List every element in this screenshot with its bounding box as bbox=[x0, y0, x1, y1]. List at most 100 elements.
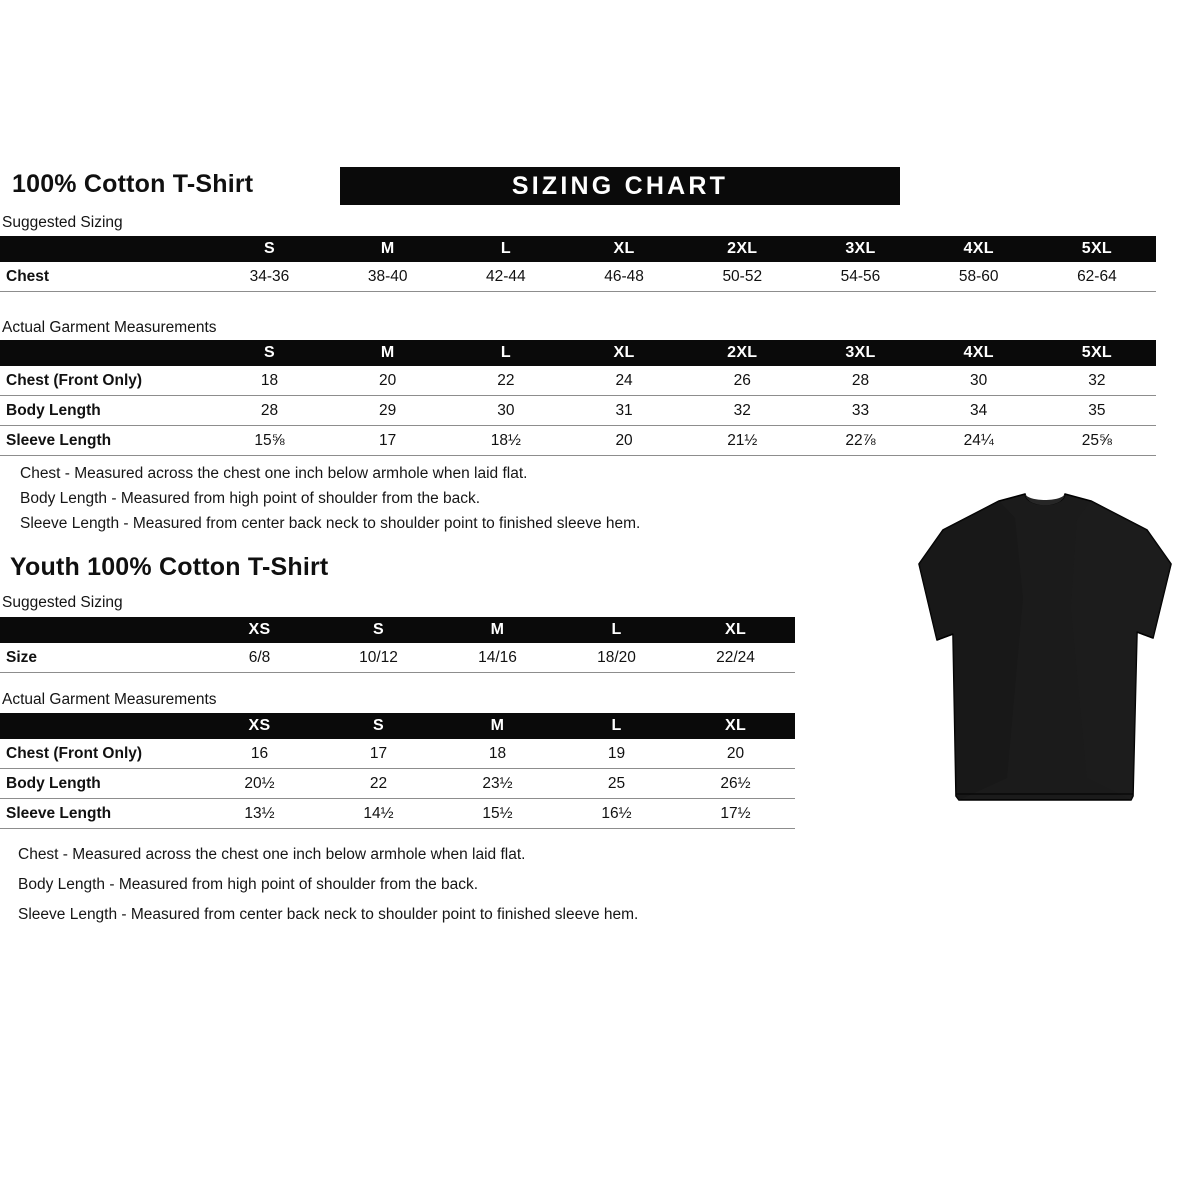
table-row: Chest (Front Only) 16 17 18 19 20 bbox=[0, 739, 795, 769]
youth-suggested-sizing-table: XS S M L XL Size 6/8 10/12 14/16 18/20 2… bbox=[0, 617, 795, 673]
cell-size-xs: 6/8 bbox=[200, 643, 319, 673]
cell-sleevelength-xs: 13½ bbox=[200, 798, 319, 829]
column-header-blank bbox=[0, 617, 200, 643]
column-header-5xl: 5XL bbox=[1037, 236, 1156, 262]
cell-chestfront-m: 18 bbox=[438, 739, 557, 769]
column-header-4xl: 4XL bbox=[919, 340, 1038, 366]
cell-chestfront-xs: 16 bbox=[200, 739, 319, 769]
column-header-s: S bbox=[319, 617, 438, 643]
table-row: Chest 34-36 38-40 42-44 46-48 50-52 54-5… bbox=[0, 262, 1156, 292]
column-header-l: L bbox=[446, 340, 565, 366]
cell-sleevelength-xl: 17½ bbox=[676, 798, 795, 829]
tshirt-left-sleeve-hem bbox=[936, 633, 954, 641]
cell-size-s: 10/12 bbox=[319, 643, 438, 673]
cell-chest-m: 38-40 bbox=[328, 262, 447, 292]
column-header-blank bbox=[0, 713, 200, 739]
cell-chest-5xl: 62-64 bbox=[1037, 262, 1156, 292]
cell-chest-3xl: 54-56 bbox=[801, 262, 920, 292]
cell-bodylength-xl: 26½ bbox=[676, 768, 795, 799]
cell-chestfront-3xl: 28 bbox=[801, 366, 920, 396]
table-row: Body Length 28 29 30 31 32 33 34 35 bbox=[0, 395, 1156, 426]
column-header-2xl: 2XL bbox=[683, 340, 802, 366]
column-header-m: M bbox=[438, 617, 557, 643]
adult-section-title: 100% Cotton T-Shirt bbox=[12, 170, 254, 198]
sizing-chart-banner-label: SIZING CHART bbox=[511, 171, 729, 200]
adult-suggested-sizing-label: Suggested Sizing bbox=[2, 214, 123, 231]
cell-bodylength-s: 28 bbox=[210, 395, 329, 426]
cell-chestfront-5xl: 32 bbox=[1037, 366, 1156, 396]
table-header-row: S M L XL 2XL 3XL 4XL 5XL bbox=[0, 236, 1156, 262]
column-header-m: M bbox=[328, 236, 447, 262]
cell-chest-l: 42-44 bbox=[446, 262, 565, 292]
cell-chestfront-m: 20 bbox=[328, 366, 447, 396]
row-label-chest-front-only: Chest (Front Only) bbox=[0, 366, 211, 396]
column-header-s: S bbox=[210, 340, 329, 366]
tshirt-right-sleeve-hem bbox=[1136, 631, 1154, 639]
column-header-3xl: 3XL bbox=[801, 236, 920, 262]
row-label-body-length: Body Length bbox=[0, 395, 211, 426]
cell-bodylength-l: 30 bbox=[446, 395, 565, 426]
adult-actual-measurements-table: S M L XL 2XL 3XL 4XL 5XL Chest (Front On… bbox=[0, 340, 1156, 456]
adult-actual-measurements-table-wrap: S M L XL 2XL 3XL 4XL 5XL Chest (Front On… bbox=[0, 340, 1156, 456]
cell-bodylength-m: 29 bbox=[328, 395, 447, 426]
youth-section-title: Youth 100% Cotton T-Shirt bbox=[10, 553, 329, 581]
table-header-row: XS S M L XL bbox=[0, 617, 795, 643]
cell-chestfront-s: 18 bbox=[210, 366, 329, 396]
tshirt-product-image bbox=[895, 478, 1195, 813]
cell-sleevelength-l: 16½ bbox=[557, 798, 676, 829]
column-header-m: M bbox=[328, 340, 447, 366]
cell-chestfront-s: 17 bbox=[319, 739, 438, 769]
youth-suggested-sizing-label: Suggested Sizing bbox=[2, 594, 123, 611]
row-label-sleeve-length: Sleeve Length bbox=[0, 425, 211, 456]
column-header-l: L bbox=[446, 236, 565, 262]
column-header-blank bbox=[0, 236, 211, 262]
table-row: Body Length 20½ 22 23½ 25 26½ bbox=[0, 768, 795, 799]
row-label-chest-front-only: Chest (Front Only) bbox=[0, 739, 200, 769]
column-header-m: M bbox=[438, 713, 557, 739]
cell-chestfront-l: 19 bbox=[557, 739, 676, 769]
cell-chestfront-xl: 20 bbox=[676, 739, 795, 769]
youth-actual-measurements-label: Actual Garment Measurements bbox=[2, 691, 217, 708]
table-header-row: XS S M L XL bbox=[0, 713, 795, 739]
table-header-row: S M L XL 2XL 3XL 4XL 5XL bbox=[0, 340, 1156, 366]
row-label-body-length: Body Length bbox=[0, 768, 200, 799]
table-row: Chest (Front Only) 18 20 22 24 26 28 30 … bbox=[0, 366, 1156, 396]
cell-sleevelength-m: 15½ bbox=[438, 798, 557, 829]
table-row: Size 6/8 10/12 14/16 18/20 22/24 bbox=[0, 643, 795, 673]
adult-suggested-sizing-table: S M L XL 2XL 3XL 4XL 5XL Chest 34-36 38-… bbox=[0, 236, 1156, 292]
column-header-xs: XS bbox=[200, 713, 319, 739]
youth-actual-measurements-table-wrap: XS S M L XL Chest (Front Only) 16 17 18 … bbox=[0, 713, 795, 829]
cell-bodylength-4xl: 34 bbox=[919, 395, 1038, 426]
youth-suggested-sizing-table-wrap: XS S M L XL Size 6/8 10/12 14/16 18/20 2… bbox=[0, 617, 795, 673]
tshirt-collar bbox=[1025, 494, 1065, 506]
cell-bodylength-xs: 20½ bbox=[200, 768, 319, 799]
column-header-l: L bbox=[557, 617, 676, 643]
tshirt-shadow-right bbox=[1071, 501, 1171, 800]
table-row: Sleeve Length 13½ 14½ 15½ 16½ 17½ bbox=[0, 798, 795, 829]
column-header-3xl: 3XL bbox=[801, 340, 920, 366]
column-header-l: L bbox=[557, 713, 676, 739]
cell-chestfront-xl: 24 bbox=[564, 366, 684, 396]
tshirt-front-icon bbox=[918, 493, 1172, 801]
cell-chest-s: 34-36 bbox=[210, 262, 329, 292]
youth-note-chest: Chest - Measured across the chest one in… bbox=[18, 846, 526, 863]
youth-note-sleeve-length: Sleeve Length - Measured from center bac… bbox=[18, 906, 639, 923]
cell-chestfront-2xl: 26 bbox=[683, 366, 802, 396]
cell-sleevelength-2xl: 21½ bbox=[683, 425, 802, 456]
column-header-2xl: 2XL bbox=[683, 236, 802, 262]
table-row: Sleeve Length 15⅝ 17 18½ 20 21½ 22⅞ 24¼ … bbox=[0, 425, 1156, 456]
row-label-chest: Chest bbox=[0, 262, 211, 292]
adult-note-chest: Chest - Measured across the chest one in… bbox=[20, 465, 528, 482]
adult-suggested-sizing-table-wrap: S M L XL 2XL 3XL 4XL 5XL Chest 34-36 38-… bbox=[0, 236, 1156, 292]
youth-actual-measurements-table: XS S M L XL Chest (Front Only) 16 17 18 … bbox=[0, 713, 795, 829]
cell-bodylength-5xl: 35 bbox=[1037, 395, 1156, 426]
column-header-blank bbox=[0, 340, 211, 366]
column-header-4xl: 4XL bbox=[919, 236, 1038, 262]
cell-chestfront-l: 22 bbox=[446, 366, 565, 396]
cell-bodylength-l: 25 bbox=[557, 768, 676, 799]
cell-sleevelength-4xl: 24¼ bbox=[919, 425, 1038, 456]
row-label-sleeve-length: Sleeve Length bbox=[0, 798, 200, 829]
cell-bodylength-xl: 31 bbox=[564, 395, 684, 426]
cell-size-xl: 22/24 bbox=[676, 643, 795, 673]
